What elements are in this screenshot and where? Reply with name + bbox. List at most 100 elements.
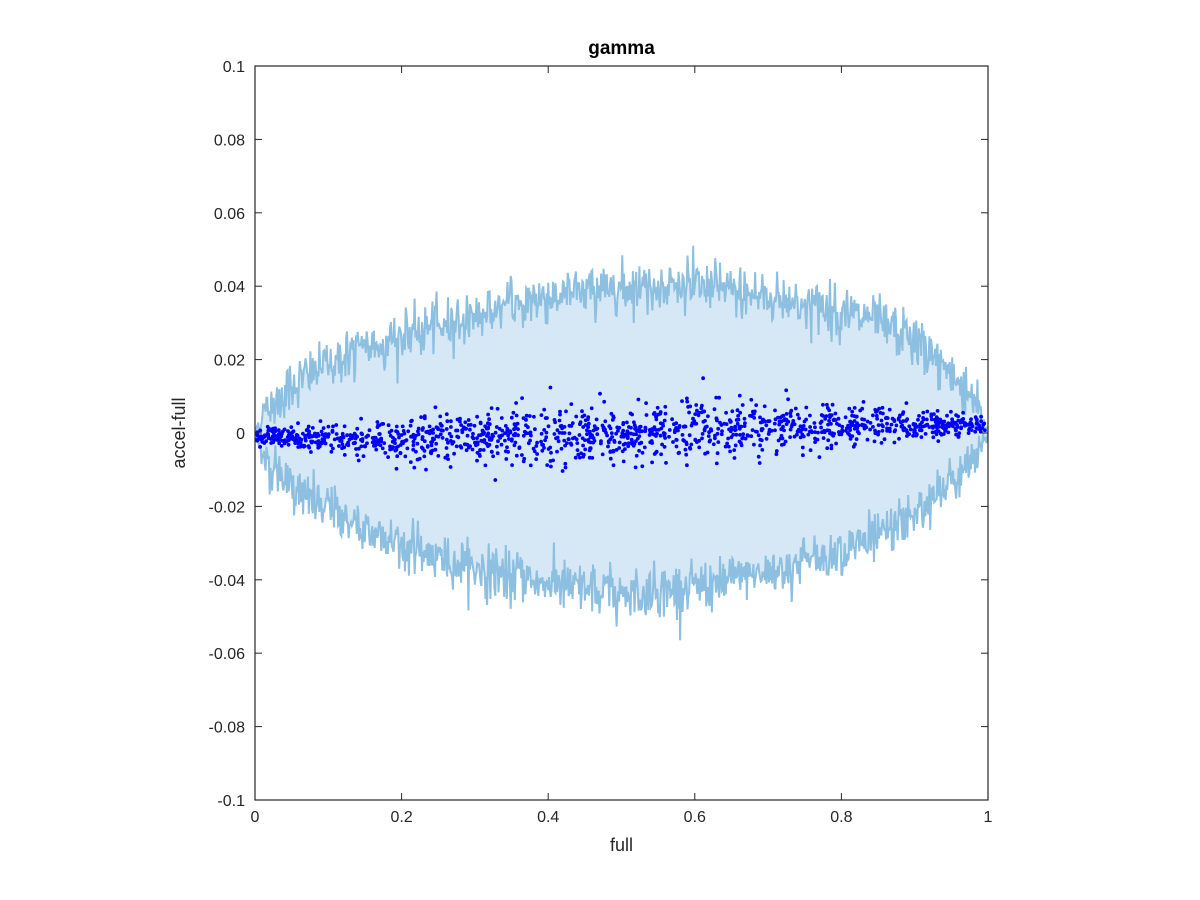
data-point xyxy=(581,425,586,429)
data-point xyxy=(614,448,619,452)
data-point xyxy=(892,419,897,423)
band-lower-edge xyxy=(255,429,988,641)
data-point xyxy=(599,439,603,444)
data-point xyxy=(395,454,400,459)
data-point xyxy=(941,432,946,436)
data-point xyxy=(339,435,343,440)
data-point xyxy=(542,407,547,412)
data-point xyxy=(545,463,550,467)
data-point xyxy=(936,429,941,434)
data-point xyxy=(388,444,392,449)
data-point xyxy=(594,427,599,432)
data-point xyxy=(777,422,782,427)
data-point xyxy=(757,461,762,465)
data-point xyxy=(562,425,567,429)
data-point xyxy=(353,440,357,445)
data-point xyxy=(340,431,345,436)
data-point xyxy=(365,433,370,438)
data-point xyxy=(777,419,782,424)
data-point xyxy=(728,449,732,454)
data-point xyxy=(524,431,529,436)
data-point xyxy=(924,417,929,422)
data-point xyxy=(355,426,360,431)
data-point xyxy=(408,460,413,464)
data-point xyxy=(821,402,825,407)
y-tick-label: -0.02 xyxy=(209,499,246,516)
data-point xyxy=(632,423,637,428)
data-point xyxy=(400,424,405,429)
data-point xyxy=(797,416,801,421)
data-point xyxy=(503,438,507,443)
data-point xyxy=(689,442,694,447)
data-point xyxy=(540,448,545,453)
data-point xyxy=(500,428,505,433)
data-point xyxy=(733,424,737,429)
data-point xyxy=(548,445,553,450)
data-point xyxy=(534,457,539,461)
data-point xyxy=(680,399,684,403)
data-point xyxy=(830,431,834,435)
data-point xyxy=(935,409,940,413)
data-point xyxy=(566,437,571,442)
data-point xyxy=(949,421,954,425)
data-point xyxy=(764,437,769,441)
data-point xyxy=(923,432,928,436)
data-point xyxy=(291,429,296,434)
data-point xyxy=(545,416,549,420)
data-point xyxy=(322,438,327,443)
y-tick-label: -0.06 xyxy=(209,646,246,663)
data-point xyxy=(840,428,845,433)
data-point xyxy=(394,429,398,434)
data-point xyxy=(587,455,592,460)
data-point xyxy=(719,423,724,427)
data-point xyxy=(279,444,284,448)
data-point xyxy=(773,428,777,433)
data-point xyxy=(736,414,740,418)
data-point xyxy=(656,412,660,417)
data-point xyxy=(446,457,450,461)
data-point xyxy=(427,424,432,429)
data-point xyxy=(904,419,908,423)
data-point xyxy=(706,434,711,438)
data-point xyxy=(733,443,738,448)
data-point xyxy=(527,414,532,418)
data-point xyxy=(782,442,786,447)
data-point xyxy=(806,432,811,437)
data-point xyxy=(578,422,582,427)
data-point xyxy=(569,443,574,447)
data-point xyxy=(524,418,528,422)
data-point xyxy=(735,408,740,413)
data-point xyxy=(959,426,963,431)
data-point xyxy=(558,424,563,428)
data-point xyxy=(496,439,500,444)
data-point xyxy=(956,435,961,439)
data-point xyxy=(979,419,983,424)
data-point xyxy=(481,448,486,452)
data-point xyxy=(495,444,499,449)
data-point xyxy=(255,437,259,442)
data-point xyxy=(524,423,528,428)
data-point xyxy=(860,406,865,411)
data-point xyxy=(974,426,979,430)
data-point xyxy=(264,439,268,444)
data-point xyxy=(658,421,663,426)
data-point xyxy=(740,403,745,407)
data-point xyxy=(434,434,439,439)
data-point xyxy=(403,454,408,459)
data-point xyxy=(471,436,476,441)
data-point xyxy=(729,435,734,440)
data-point xyxy=(594,417,599,422)
data-point xyxy=(629,437,634,442)
data-point xyxy=(454,444,459,449)
data-point xyxy=(506,433,510,438)
y-tick-label: 0.1 xyxy=(223,59,245,76)
data-point xyxy=(581,454,586,459)
data-point xyxy=(659,452,663,457)
data-point xyxy=(981,422,986,427)
data-point xyxy=(595,432,600,437)
data-point xyxy=(921,424,925,429)
data-point xyxy=(919,435,924,439)
data-point xyxy=(774,449,779,453)
data-point xyxy=(321,426,326,430)
data-point xyxy=(490,450,494,454)
